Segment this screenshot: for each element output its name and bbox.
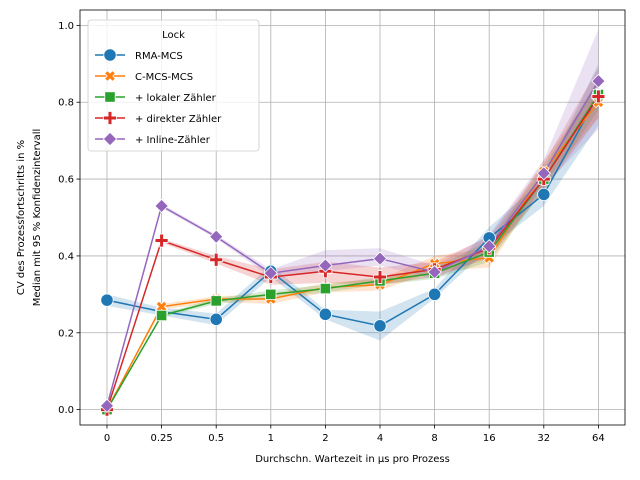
legend-label-c-mcs-mcs: C-MCS-MCS xyxy=(135,72,193,83)
series-lines xyxy=(106,80,600,411)
x-tick-label: 0.5 xyxy=(208,433,224,444)
x-tick-label: 8 xyxy=(431,433,437,444)
legend-marker-rma-mcs xyxy=(103,48,117,62)
data-point-rma-mcs xyxy=(209,312,223,326)
legend-marker-lokaler-zähler xyxy=(104,91,116,103)
data-point-lokaler-zähler xyxy=(319,282,332,295)
series-line-lokaler-zähler xyxy=(106,94,600,411)
x-tick-label: 4 xyxy=(377,433,383,444)
data-point-inline-zähler xyxy=(99,398,115,413)
legend-label-rma-mcs: RMA-MCS xyxy=(135,51,183,62)
y-axis-label-line2: Median mit 95 % Konfidenzintervall xyxy=(32,129,43,307)
plot-frame xyxy=(79,9,626,426)
ci-band-lokaler-zähler xyxy=(107,79,599,410)
data-point-inline-zähler xyxy=(318,258,333,273)
x-tick-label: 32 xyxy=(537,433,550,444)
legend-marker-c-mcs-mcs xyxy=(104,70,116,82)
legend-marker-inline-zähler xyxy=(102,131,118,147)
data-point-direkter-zähler xyxy=(373,270,387,284)
series-line-inline-zähler xyxy=(106,80,600,406)
data-point-rma-mcs xyxy=(537,187,551,202)
legend-label-inline-zähler: + Inline-Zähler xyxy=(135,135,211,146)
legend-marker-direkter-zähler xyxy=(103,111,117,125)
y-tick-label: 0.6 xyxy=(58,175,74,186)
data-point-rma-mcs xyxy=(318,307,332,321)
y-tick-label: 1.0 xyxy=(58,21,74,32)
x-tick-label: 16 xyxy=(483,433,496,444)
data-point-inline-zähler xyxy=(427,264,442,280)
data-point-inline-zähler xyxy=(372,251,388,266)
data-point-inline-zähler xyxy=(154,198,169,214)
y-tick-label: 0.0 xyxy=(58,405,74,416)
y-axis-label-line1: CV des Prozessfortschritts in % xyxy=(16,140,27,295)
data-point-lokaler-zähler xyxy=(265,288,277,300)
x-tick-label: 2 xyxy=(322,433,328,444)
legend-label-direkter-zähler: + direkter Zähler xyxy=(135,114,222,125)
x-axis: 0 0.25 0.5 1 2 4 8 16 32 64 xyxy=(104,425,605,444)
y-tick-label: 0.2 xyxy=(58,328,74,339)
x-tick-label: 64 xyxy=(592,433,605,444)
ci-band-c-mcs-mcs xyxy=(107,86,599,410)
x-tick-label: 0 xyxy=(104,433,110,444)
data-point-inline-zähler xyxy=(591,73,606,89)
x-tick-label: 1 xyxy=(268,433,274,444)
legend-title: Lock xyxy=(162,30,185,41)
data-point-rma-mcs xyxy=(100,293,114,307)
legend-frame xyxy=(87,19,260,152)
y-axis: 0.0 0.2 0.4 0.6 0.8 1.0 xyxy=(58,21,80,416)
grid xyxy=(80,10,625,425)
y-tick-label: 0.8 xyxy=(58,98,74,109)
data-point-rma-mcs xyxy=(373,319,387,333)
data-point-lokaler-zähler xyxy=(210,295,222,307)
series-line-direkter-zähler xyxy=(106,96,600,410)
data-point-lokaler-zähler xyxy=(155,309,168,322)
legend: Lock RMA-MCS C-MCS-MCS + lokaler Zähler + d… xyxy=(87,19,260,152)
x-axis-label: Durchschn. Wartezeit in µs pro Prozess xyxy=(255,454,450,465)
data-point-inline-zähler xyxy=(209,229,224,244)
data-point-direkter-zähler xyxy=(209,252,224,267)
series-markers xyxy=(99,73,606,417)
data-point-inline-zähler xyxy=(482,239,497,254)
x-tick-label: 0.25 xyxy=(150,433,172,444)
data-point-direkter-zähler xyxy=(154,233,169,248)
y-tick-label: 0.4 xyxy=(58,251,74,262)
data-point-inline-zähler xyxy=(536,166,551,181)
data-point-direkter-zähler xyxy=(591,89,606,104)
data-point-inline-zähler xyxy=(263,266,278,281)
legend-label-lokaler-zähler: + lokaler Zähler xyxy=(135,93,217,104)
data-point-rma-mcs xyxy=(427,287,442,301)
